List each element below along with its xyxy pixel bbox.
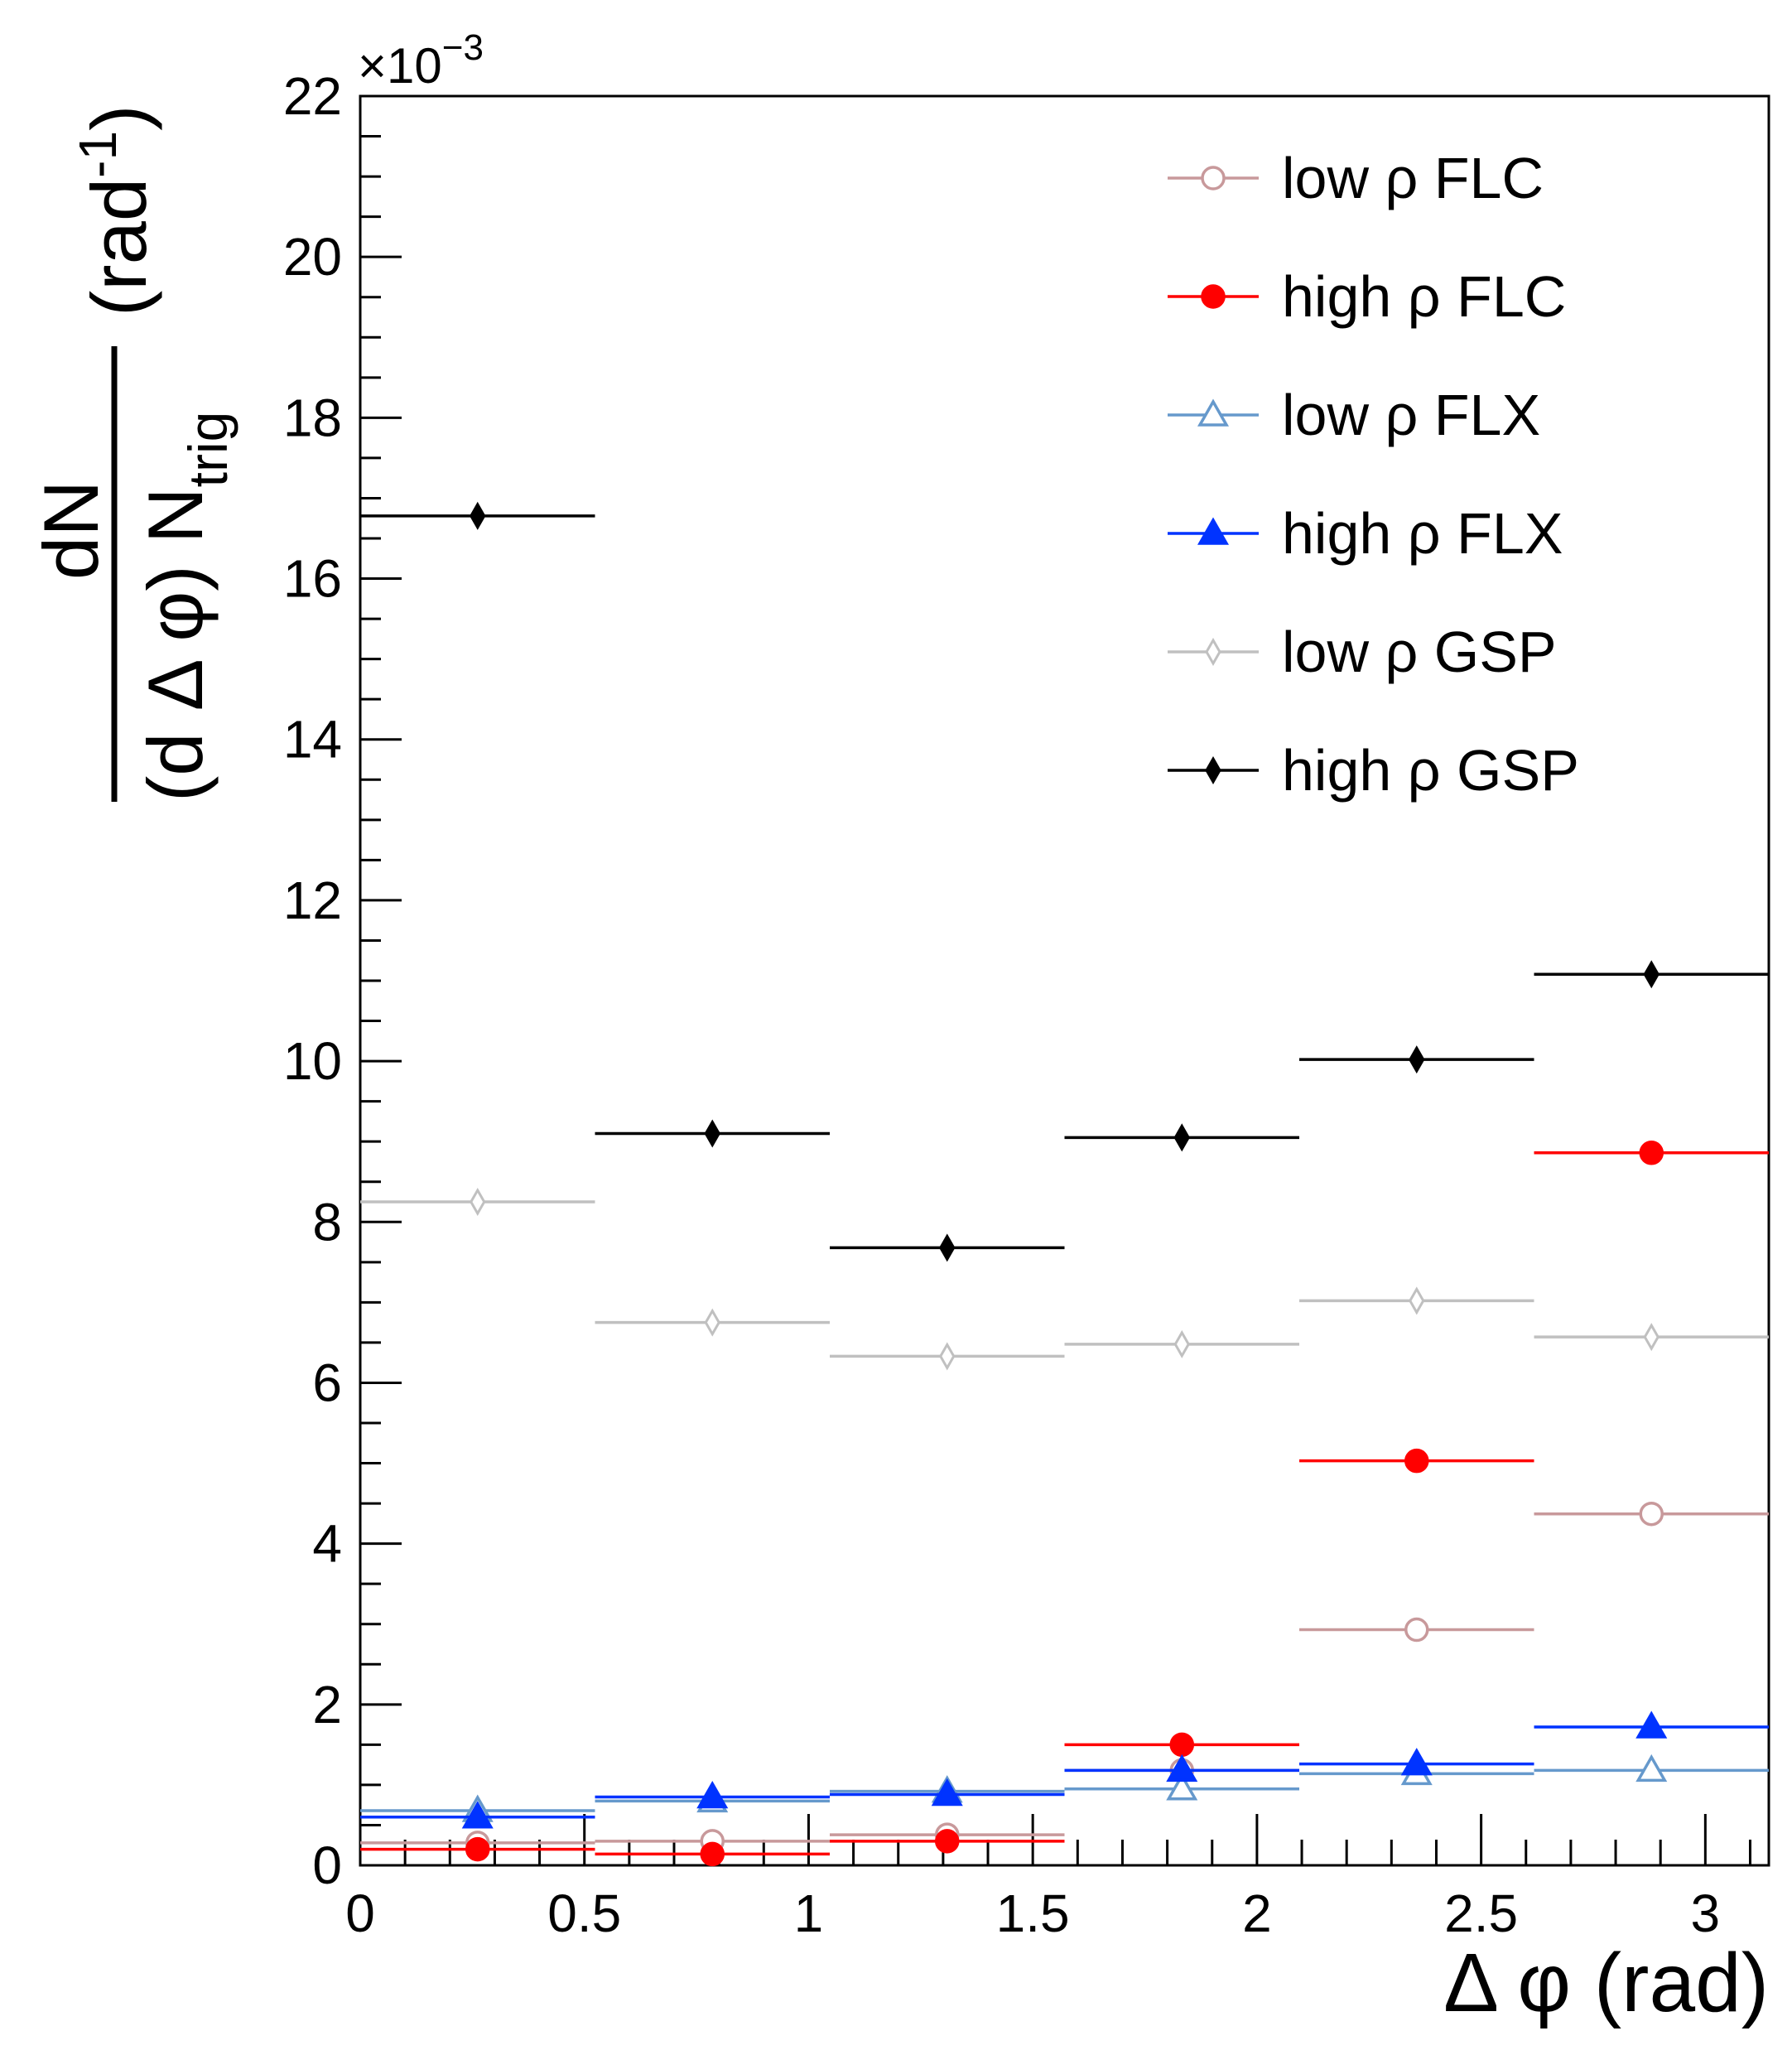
legend-marker [1201, 284, 1226, 309]
data-point [1166, 1773, 1198, 1801]
x-tick-label: 0.5 [547, 1884, 621, 1943]
plot-frame [359, 94, 1770, 1867]
x-tick-label: 1 [794, 1884, 824, 1943]
legend-label: high ρ FLC [1282, 264, 1566, 329]
y-tick-label: 20 [283, 227, 342, 287]
legend-label: low ρ FLC [1282, 146, 1544, 210]
data-point [1635, 1710, 1668, 1739]
series-low-ρ-FLX [360, 1754, 1770, 1822]
legend-marker [1201, 166, 1226, 191]
data-point [1404, 1448, 1429, 1474]
data-point [704, 1119, 720, 1148]
data-point [939, 1233, 956, 1262]
y-tick-label: 4 [312, 1514, 342, 1574]
legend-entry: high ρ FLX [1168, 501, 1563, 566]
data-point [931, 1778, 963, 1807]
series-layer [360, 501, 1770, 1867]
data-point [704, 1308, 720, 1337]
legend-entry: low ρ FLX [1168, 383, 1540, 447]
y-tick-label: 8 [312, 1192, 342, 1252]
legend-label: low ρ FLX [1282, 383, 1540, 447]
data-point [1173, 1329, 1190, 1358]
x-axis-label: Δ φ (rad) [1443, 1937, 1769, 2029]
y-tick-label: 2 [312, 1675, 342, 1734]
data-point [1404, 1617, 1429, 1643]
legend-entry: high ρ FLC [1168, 264, 1566, 329]
legend-entry: low ρ GSP [1168, 620, 1557, 684]
legend-marker [1197, 517, 1230, 545]
y-tick-label: 18 [283, 388, 342, 447]
legend-label: low ρ GSP [1282, 620, 1557, 684]
data-point [700, 1841, 725, 1867]
legend-label: high ρ FLX [1282, 501, 1563, 566]
x-tick-label: 3 [1691, 1884, 1721, 1943]
y-label-numerator: dN [27, 480, 114, 580]
data-point [1400, 1748, 1433, 1776]
data-point [1173, 1123, 1190, 1152]
legend-entry: high ρ GSP [1168, 738, 1579, 803]
data-point [696, 1780, 729, 1809]
y-axis-label: dN (d Δ φ) Ntrig (rad-1) [27, 105, 238, 802]
y-tick-label: 0 [312, 1836, 342, 1895]
x-tick-label: 2.5 [1444, 1884, 1518, 1943]
y-label-unit: (rad-1) [68, 105, 162, 316]
x-tick-label: 2 [1242, 1884, 1272, 1943]
series-high-ρ-FLC [360, 1141, 1770, 1867]
data-point [461, 1801, 494, 1829]
y-tick-label: 16 [283, 549, 342, 609]
x-tick-label: 1.5 [996, 1884, 1070, 1943]
data-point [465, 1836, 490, 1862]
data-point [1639, 1141, 1664, 1165]
data-point [1643, 1323, 1660, 1352]
legend-label: high ρ GSP [1282, 738, 1579, 803]
data-point [470, 501, 486, 530]
series-low-ρ-GSP [360, 1187, 1770, 1371]
y-multiplier: ×10−3 [358, 27, 484, 94]
x-tick-label: 0 [345, 1884, 375, 1943]
legend-marker [1205, 755, 1221, 785]
data-point [470, 1187, 486, 1217]
data-point [1169, 1732, 1195, 1758]
y-tick-label: 22 [283, 66, 342, 126]
data-point [935, 1829, 960, 1854]
data-point [1639, 1501, 1664, 1527]
y-tick-label: 12 [283, 871, 342, 930]
data-point [1409, 1045, 1425, 1074]
legend-marker [1205, 637, 1221, 667]
y-tick-label: 6 [312, 1353, 342, 1412]
series-high-ρ-GSP [360, 501, 1770, 1262]
data-point [1166, 1754, 1198, 1782]
data-point [1635, 1754, 1668, 1782]
series-high-ρ-FLX [360, 1710, 1770, 1829]
legend-entry: low ρ FLC [1168, 146, 1544, 210]
y-tick-label: 10 [283, 1031, 342, 1091]
data-point [1643, 960, 1660, 989]
y-tick-label: 14 [283, 710, 342, 769]
legend: low ρ FLC high ρ FLC low ρ FLX high ρ FLX lo… [1168, 146, 1579, 803]
data-point [1409, 1286, 1425, 1315]
axis-ticks: 0 0.5 1 1.5 2 2.5 3 0 2 4 6 8 10 12 14 16 18 20 22 [283, 66, 1751, 1943]
data-point [939, 1342, 956, 1371]
y-label-denominator: (d Δ φ) Ntrig [132, 412, 238, 802]
legend-marker [1197, 398, 1230, 427]
series-low-ρ-FLC [360, 1501, 1770, 1855]
